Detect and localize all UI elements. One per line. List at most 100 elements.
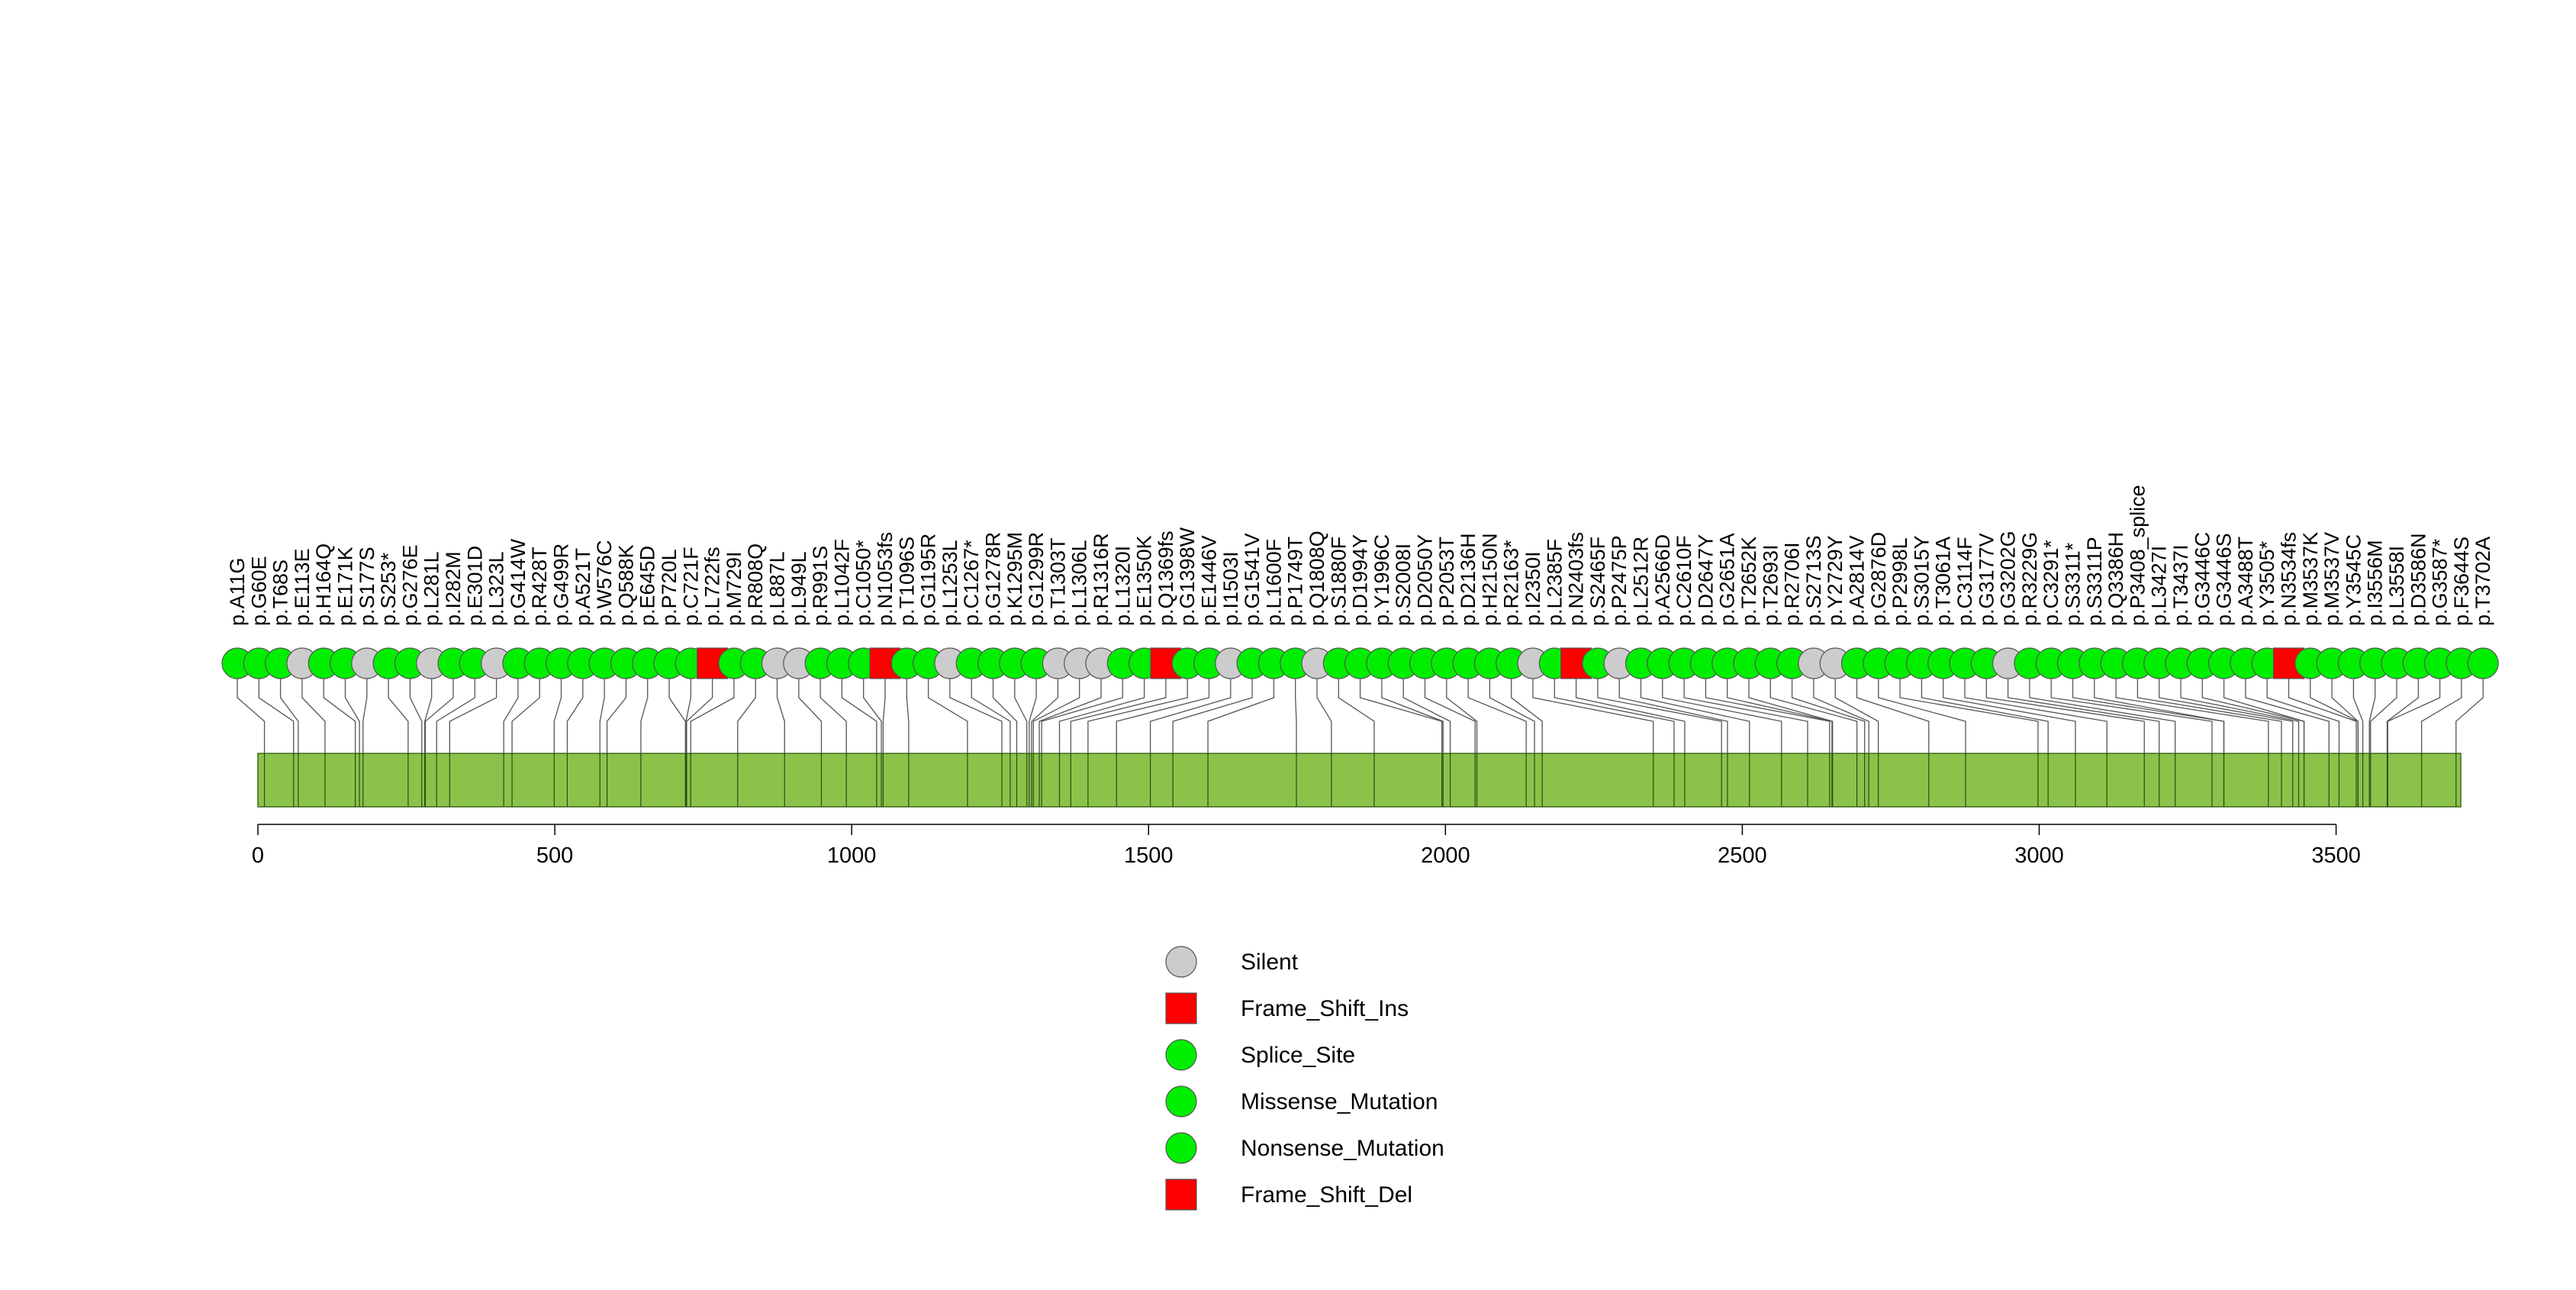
mutation-label: p.Q1369fs: [1154, 531, 1177, 626]
connector-line: [1705, 679, 1831, 753]
mutation-label: p.R2163*: [1500, 540, 1523, 626]
mutation-label: p.A521T: [572, 548, 594, 626]
x-tick-label: 1000: [827, 843, 877, 868]
mutation-label: p.G499R: [550, 543, 573, 626]
x-tick-label: 2500: [1718, 843, 1767, 868]
mutation-label: p.Q3386H: [2104, 532, 2127, 626]
mutation-label: p.G3446S: [2213, 533, 2236, 626]
mutation-label: p.L1320I: [1111, 546, 1134, 626]
connector-line: [2136, 679, 2282, 753]
mutation-label: p.N3534fs: [2278, 532, 2301, 626]
x-tick-label: 0: [252, 843, 264, 868]
legend-swatch-circle: [1165, 1085, 1197, 1117]
connector-line: [1985, 679, 2145, 753]
mutation-label: p.F3644S: [2450, 537, 2473, 626]
mutation-label: p.R1316R: [1090, 533, 1113, 626]
mutation-label: p.G3587*: [2429, 538, 2452, 626]
connector-line: [686, 679, 713, 753]
mutation-label: p.R991S: [809, 546, 832, 626]
connector-line: [2245, 679, 2330, 753]
protein-bar: [257, 753, 2462, 808]
mutation-label: p.G1398W: [1176, 527, 1199, 626]
mutation-labels: p.A11Gp.G60Ep.T68Sp.E113Ep.H164Qp.E171Kp…: [226, 485, 2494, 626]
connector-line: [1041, 679, 1123, 753]
connector-line: [1489, 679, 1535, 753]
connector-line: [1424, 679, 1476, 753]
mutation-label: p.M729I: [723, 551, 745, 626]
legend-label: Splice_Site: [1241, 1043, 1355, 1068]
mutation-label: p.G3177V: [1975, 533, 1998, 626]
mutation-label: p.G3202G: [1997, 531, 2020, 626]
connector-line: [1116, 679, 1210, 753]
connector-line: [1856, 679, 1930, 753]
connector-line: [1029, 679, 1037, 753]
mutation-label: p.P720L: [658, 549, 681, 626]
connector-line: [301, 679, 326, 753]
mutation-label: p.L3558I: [2385, 546, 2408, 626]
legend-swatch-square: [1165, 1179, 1197, 1211]
connector-line: [1964, 679, 2107, 753]
mutation-label: p.T3061A: [1932, 537, 1955, 626]
mutation-label: p.G1195R: [917, 534, 940, 626]
mutation-label: p.Y3545C: [2342, 534, 2365, 626]
connector-line: [388, 679, 409, 753]
connector-line: [1014, 679, 1028, 753]
mutation-label: p.M3537V: [2320, 532, 2343, 626]
connector-line: [1640, 679, 1750, 753]
connector-line: [599, 679, 605, 753]
mutation-label: p.L323L: [485, 551, 508, 626]
connector-line: [690, 679, 735, 753]
mutation-label: p.S3311P: [2083, 537, 2106, 626]
connector-line: [2368, 679, 2376, 753]
mutation-label: p.C1267*: [960, 540, 983, 626]
mutation-label: p.I1503I: [1219, 551, 1242, 626]
connector-line: [1172, 679, 1253, 753]
x-axis: 0 500 1000 1500 2000 2500 3000 3500: [252, 824, 2361, 868]
connector-line: [2180, 679, 2300, 753]
connector-line: [2159, 679, 2294, 753]
connector-line: [1031, 679, 1059, 753]
connector-line: [2007, 679, 2160, 753]
mutation-label: p.L281L: [420, 551, 443, 626]
connector-line: [927, 679, 968, 753]
mutation-label: p.K1295M: [1003, 532, 1026, 626]
mutation-label: p.Y1996C: [1370, 534, 1393, 626]
connector-line: [1791, 679, 1866, 753]
connector-line: [2386, 679, 2419, 753]
legend-label: Missense_Mutation: [1241, 1089, 1438, 1114]
mutation-label: p.R3229G: [2018, 532, 2041, 626]
mutation-label: p.M3537K: [2299, 532, 2322, 626]
x-tick-label: 2000: [1421, 843, 1470, 868]
connector-line: [449, 679, 497, 753]
connector-line: [503, 679, 519, 753]
connector-line: [2387, 679, 2441, 753]
connector-line: [1359, 679, 1443, 753]
mutation-label: p.T68S: [269, 560, 292, 626]
mutation-label: p.Q588K: [614, 544, 637, 626]
legend-swatch-circle: [1165, 1039, 1197, 1071]
connector-line: [685, 679, 691, 753]
x-tick-label: 3500: [2311, 843, 2361, 868]
connector-line: [424, 679, 433, 753]
mutation-label: p.L887L: [766, 551, 789, 626]
mutation-label: p.R808Q: [744, 543, 767, 626]
connector-line: [2310, 679, 2359, 753]
connector-line: [2420, 679, 2462, 753]
connector-line: [906, 679, 910, 753]
mutation-label: p.S1880F: [1327, 537, 1350, 626]
mutation-label: p.G1278R: [982, 532, 1005, 626]
connector-line: [1338, 679, 1375, 753]
connector-line: [1554, 679, 1675, 753]
connector-line: [1769, 679, 1858, 753]
legend-swatch-square: [1165, 992, 1197, 1024]
mutation-label: p.C2610F: [1673, 535, 1695, 626]
mutation-label: p.S3311*: [2062, 542, 2085, 626]
mutation-label: p.L1600F: [1262, 539, 1285, 626]
connector-line: [737, 679, 756, 753]
connector-line: [1038, 679, 1102, 753]
mutation-label: p.G276E: [398, 544, 421, 626]
mutation-label: p.G1299R: [1025, 532, 1048, 626]
connector-line: [2029, 679, 2176, 753]
connector-line: [798, 679, 823, 753]
mutation-label: p.D2136H: [1457, 533, 1480, 626]
